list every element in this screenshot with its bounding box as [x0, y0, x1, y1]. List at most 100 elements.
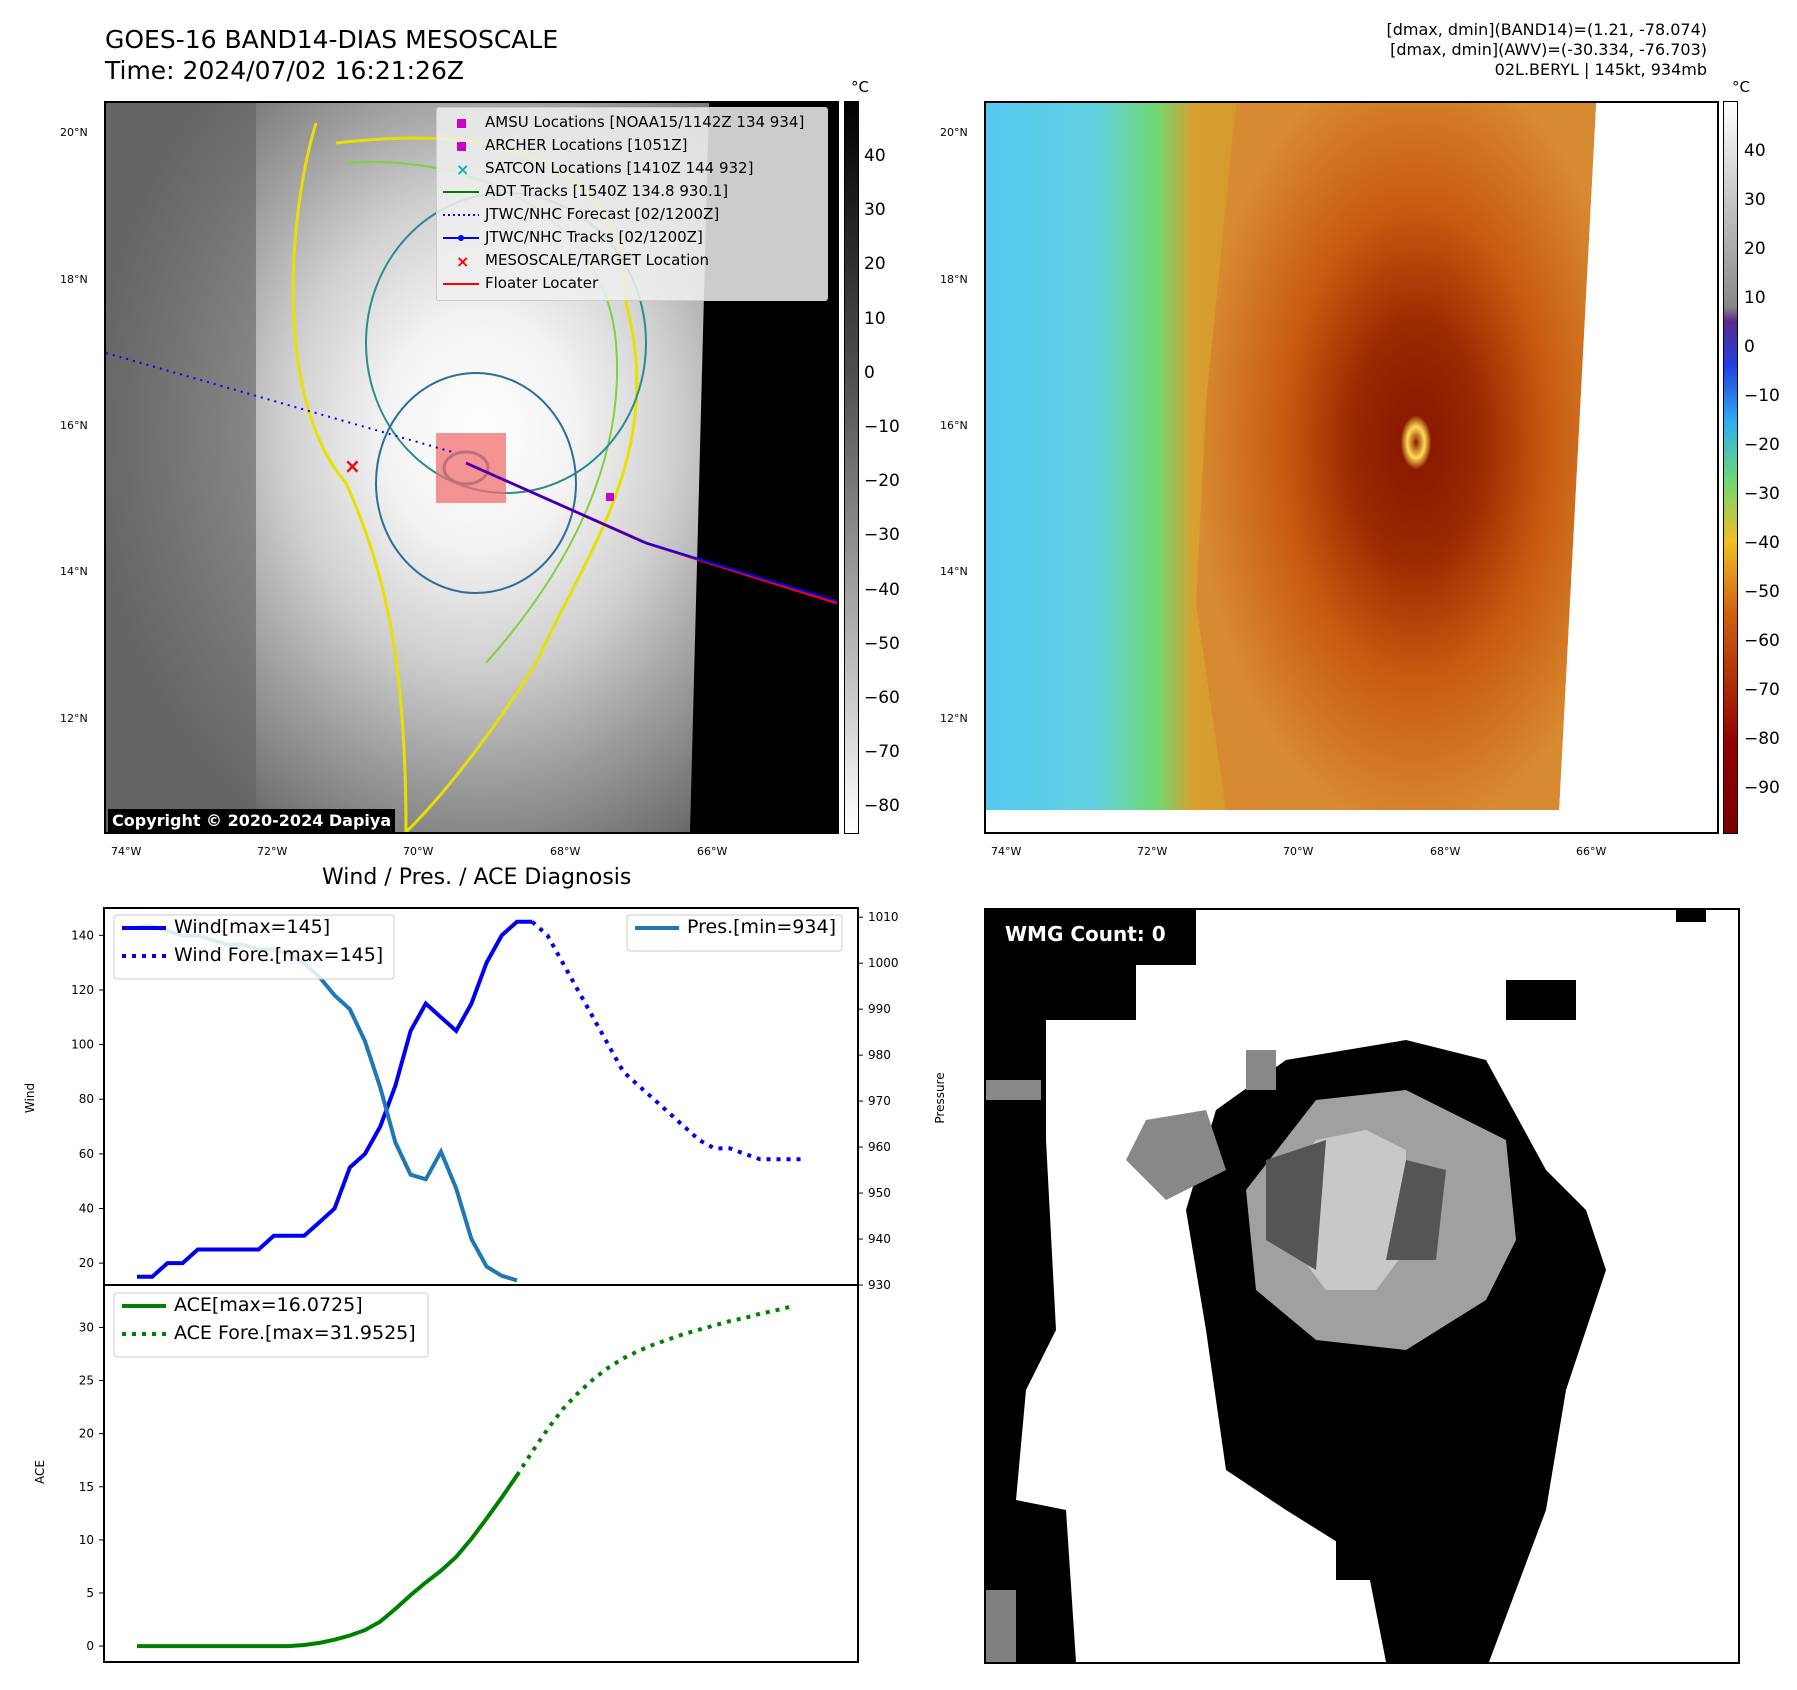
wind-axis-tick-label: 60: [79, 1147, 94, 1161]
legend-entry: Floater Locater: [437, 273, 825, 295]
chart-legend-label: Wind[max=145]: [174, 916, 330, 938]
wind-axis-label: Wind: [23, 1083, 37, 1113]
wind-axis-tick-label: 140: [71, 928, 94, 942]
legend-symbol: [443, 214, 479, 216]
legend-entry: JTWC/NHC Forecast [02/1200Z]: [437, 204, 825, 226]
lon-label: 68°W: [1430, 845, 1461, 858]
lat-label: 18°N: [940, 273, 968, 286]
colorbar-tick-label: −30: [1744, 484, 1780, 504]
wind-axis-tick-label: 80: [79, 1092, 94, 1106]
ace-axis-tick-label: 0: [86, 1639, 94, 1653]
lat-label: 16°N: [940, 419, 968, 432]
ace-axis-tick-label: 30: [79, 1320, 94, 1334]
pressure-axis-tick-label: 930: [868, 1278, 891, 1292]
colorbar-tick-label: −20: [1744, 435, 1780, 455]
left-colorbar-unit: °C: [851, 78, 869, 96]
chart-legend-label: Pres.[min=934]: [687, 916, 836, 938]
colorbar-tick-label: −70: [1744, 680, 1780, 700]
colorbar-tick-label: 10: [1744, 288, 1766, 308]
legend-label: SATCON Locations [1410Z 144 932]: [485, 159, 754, 177]
legend-label: ADT Tracks [1540Z 134.8 930.1]: [485, 182, 729, 200]
wind-axis-tick-label: 120: [71, 983, 94, 997]
lon-label: 74°W: [111, 845, 142, 858]
colorbar-tick-label: −50: [1744, 582, 1780, 602]
legend-label: Floater Locater: [485, 274, 599, 292]
lon-label: 74°W: [991, 845, 1022, 858]
legend-entry: × MESOSCALE/TARGET Location: [437, 250, 825, 272]
pressure-axis-tick-label: 960: [868, 1140, 891, 1154]
lat-label: 14°N: [940, 565, 968, 578]
pressure-axis-tick-label: 990: [868, 1002, 891, 1016]
colorbar-tick-label: 0: [1744, 337, 1755, 357]
awv-map-panel: [984, 101, 1719, 834]
lon-label: 72°W: [1137, 845, 1168, 858]
copyright-label: Copyright © 2020-2024 Dapiya: [108, 809, 396, 832]
title-line-1: GOES-16 BAND14-DIAS MESOSCALE: [105, 25, 559, 54]
colorbar-tick-label: 20: [864, 254, 886, 275]
colorbar-tick-label: −60: [1744, 631, 1780, 651]
pressure-axis-label: Pressure: [933, 1072, 947, 1123]
ace-series-line: [137, 1474, 519, 1649]
lon-label: 72°W: [257, 845, 288, 858]
pressure-legend: [626, 914, 843, 952]
colorbar-tick-label: 30: [864, 200, 886, 221]
svg-text:×: ×: [344, 454, 361, 478]
ace-axis-tick-label: 10: [79, 1533, 94, 1547]
colorbar-tick-label: 40: [1744, 141, 1766, 161]
svg-text:×: ×: [456, 160, 469, 179]
legend-entry: JTWC/NHC Tracks [02/1200Z]: [437, 227, 825, 249]
lat-label: 12°N: [940, 712, 968, 725]
pressure-axis-tick-label: 1010: [868, 910, 899, 924]
right-colorbar: [1723, 101, 1738, 834]
colorbar-tick-label: −10: [864, 417, 900, 437]
lat-label: 14°N: [60, 565, 88, 578]
wmg-image: [986, 910, 1706, 1662]
pressure-axis-tick-label: 970: [868, 1094, 891, 1108]
wind-series-line: [137, 919, 533, 1279]
lat-label: 18°N: [60, 273, 88, 286]
figure-title: GOES-16 BAND14-DIAS MESOSCALE Time: 2024…: [105, 24, 558, 86]
lon-label: 66°W: [1576, 845, 1607, 858]
colorbar-tick-label: −40: [1744, 533, 1780, 553]
diagnosis-chart-frame: [103, 907, 859, 1663]
lon-label: 70°W: [1283, 845, 1314, 858]
legend-label: ARCHER Locations [1051Z]: [485, 136, 688, 154]
wind-axis-tick-label: 40: [79, 1202, 94, 1216]
colorbar-tick-label: −80: [864, 796, 900, 817]
title-line-2: Time: 2024/07/02 16:21:26Z: [105, 56, 464, 85]
legend-entry: AMSU Locations [NOAA15/1142Z 134 934]: [437, 112, 825, 134]
pressure-axis-tick-label: 1000: [868, 956, 899, 970]
legend-label: JTWC/NHC Tracks [02/1200Z]: [485, 228, 703, 246]
legend-symbol: [457, 119, 466, 128]
legend-symbol: ×: [456, 160, 469, 179]
colorbar-tick-label: −30: [864, 525, 900, 546]
wind-legend: [113, 914, 395, 980]
colorbar-tick-label: −90: [1744, 778, 1780, 798]
colorbar-tick-label: −50: [864, 633, 900, 654]
left-colorbar: [844, 101, 859, 834]
storm-info: [dmax, dmin](BAND14)=(1.21, -78.074) [dm…: [1387, 20, 1708, 80]
wind-forecast-series-line: [530, 920, 806, 1162]
colorbar-tick-label: 10: [864, 308, 886, 329]
ace-axis-tick-label: 20: [79, 1427, 94, 1441]
ace-axis-tick-label: 25: [79, 1374, 94, 1388]
lat-label: 20°N: [940, 126, 968, 139]
legend-label: MESOSCALE/TARGET Location: [485, 251, 710, 269]
lon-label: 68°W: [550, 845, 581, 858]
wmg-count-badge: WMG Count: 0: [996, 918, 1175, 950]
pressure-axis-tick-label: 980: [868, 1048, 891, 1062]
colorbar-tick-label: 30: [1744, 190, 1766, 210]
colorbar-tick-label: 20: [1744, 239, 1766, 259]
pressure-series-line: [137, 924, 518, 1283]
colorbar-tick-label: 40: [864, 146, 886, 166]
info-line-3: 02L.BERYL | 145kt, 934mb: [1494, 60, 1707, 79]
ace-axis-label: ACE: [33, 1460, 47, 1484]
legend-entry: × SATCON Locations [1410Z 144 932]: [437, 158, 825, 180]
legend-entry: ARCHER Locations [1051Z]: [437, 135, 825, 157]
ace-forecast-series-line: [515, 1304, 792, 1477]
ace-legend: [113, 1292, 429, 1358]
chart-legend-label: Wind Fore.[max=145]: [174, 944, 383, 966]
pressure-axis-tick-label: 940: [868, 1232, 891, 1246]
info-line-2: [dmax, dmin](AWV)=(-30.334, -76.703): [1390, 40, 1707, 59]
colorbar-tick-label: −40: [864, 579, 900, 600]
